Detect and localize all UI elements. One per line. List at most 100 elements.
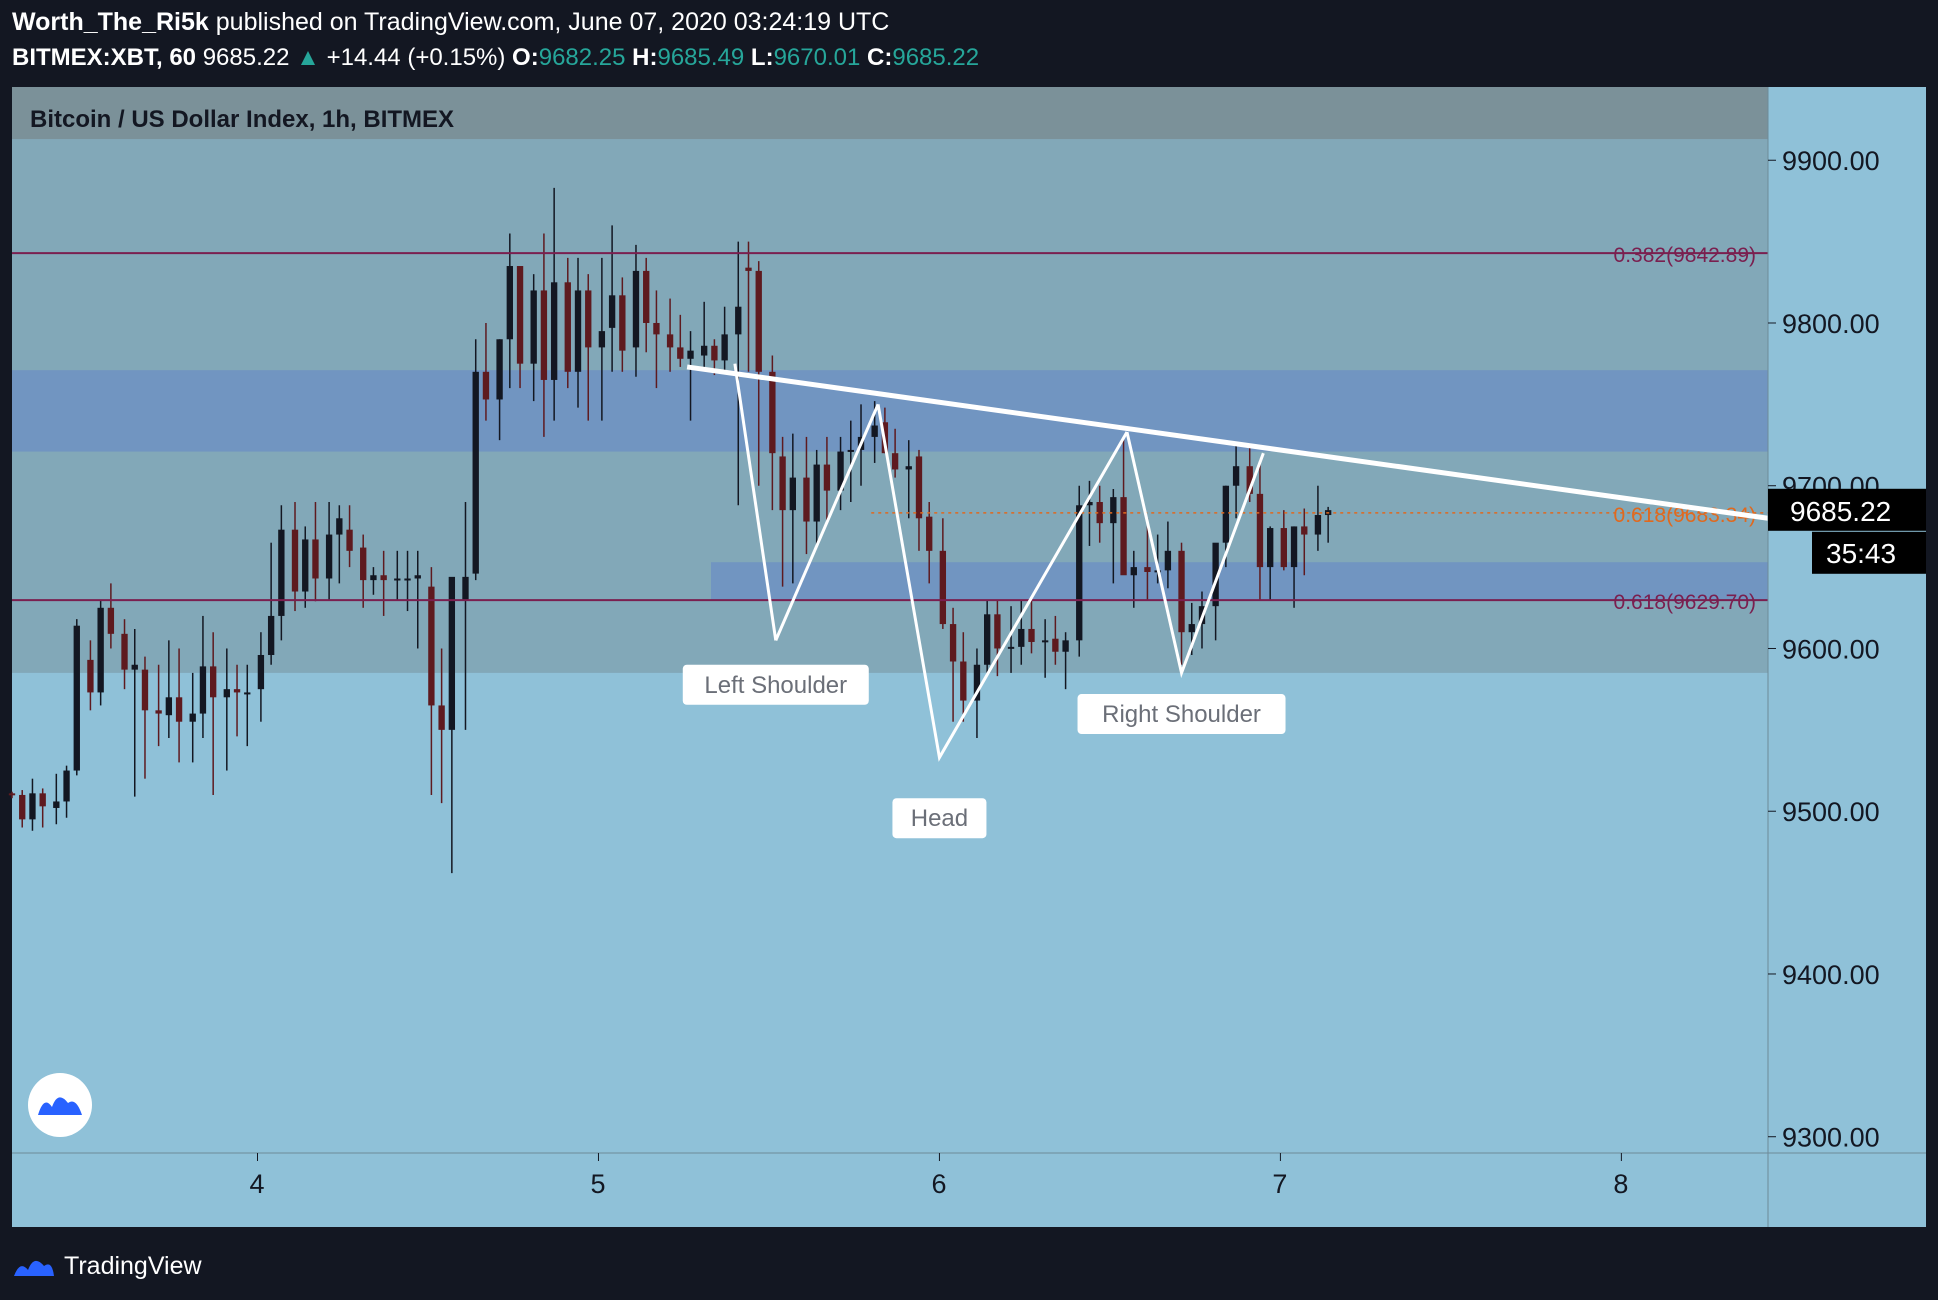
tradingview-logo-icon (14, 1260, 54, 1276)
y-tick-label: 9500.00 (1782, 797, 1880, 827)
last-price: 9685.22 (202, 44, 290, 71)
candle-body (1256, 493, 1264, 568)
y-tick-label: 9300.00 (1782, 1123, 1880, 1153)
candle-body (994, 614, 1001, 649)
candle-body (199, 666, 207, 714)
candle-body (267, 615, 275, 655)
candle-body (73, 625, 80, 771)
ohlc-bar: BITMEX:XBT, 60 9685.22 ▲ +14.44 (+0.15%)… (12, 44, 979, 72)
zones-layer (12, 87, 1769, 673)
annotation-box (892, 798, 987, 839)
candle-body (29, 793, 36, 820)
candle-body (53, 801, 60, 808)
countdown-box (1812, 531, 1926, 574)
candle-body (745, 267, 752, 271)
fib-layer: 0.382(9842.89)0.618(9683.34)0.618(9629.7… (12, 244, 1768, 614)
candle-body (472, 371, 479, 574)
pattern-layer (686, 363, 1769, 762)
author-name[interactable]: Worth_The_Ri5k (12, 8, 209, 36)
candle-body (949, 624, 957, 662)
candle-body (677, 347, 684, 359)
candle-body (1178, 550, 1185, 633)
candle-body (755, 270, 762, 372)
zone-blue-support (710, 562, 1769, 600)
candle-body (97, 607, 104, 693)
candle-body (926, 516, 933, 551)
annotation-left-shoulder[interactable]: Left Shoulder (682, 664, 869, 705)
candle-body (233, 689, 241, 693)
candle-body (871, 425, 878, 437)
candle-body (837, 451, 844, 491)
candle-body (448, 576, 456, 730)
zone-upper-band (12, 87, 1768, 140)
candle-body (608, 295, 616, 328)
candle-body (687, 350, 694, 359)
candle-body (598, 331, 606, 348)
y-tick-label: 9800.00 (1782, 309, 1880, 339)
candle-body (39, 793, 46, 807)
fib-label: 0.382(9842.89) (1614, 244, 1756, 267)
candle-body (438, 705, 445, 730)
candle-body (1041, 640, 1049, 643)
candle-body (155, 710, 162, 714)
candle-body (336, 518, 343, 535)
candle-body (585, 290, 592, 348)
candle-body (779, 456, 786, 511)
tradingview-badge[interactable] (28, 1073, 92, 1137)
candle-body (1130, 567, 1137, 576)
candle-body (1086, 502, 1093, 506)
candle-body (550, 282, 558, 380)
candle-body (370, 575, 377, 581)
cloud-icon (38, 1097, 82, 1115)
publish-text: published on TradingView.com, June 07, 2… (215, 8, 890, 36)
candle-body (8, 793, 16, 796)
annotation-label: Left Shoulder (704, 672, 847, 699)
left-shoulder-drop-line (733, 363, 778, 641)
candle-body (462, 576, 469, 600)
candle-body (1007, 646, 1015, 649)
close-label: C: (867, 44, 893, 71)
candle-body (1267, 528, 1274, 568)
candle-body (1212, 542, 1219, 607)
candle-body (1314, 515, 1322, 535)
x-tick-label: 8 (1613, 1169, 1628, 1199)
annotation-right-shoulder[interactable]: Right Shoulder (1077, 694, 1286, 735)
candle-body (823, 464, 831, 491)
candle-body (1164, 550, 1172, 571)
candle-body (789, 477, 796, 511)
time-axis: 4 5 6 7 8 (249, 1153, 1628, 1199)
candle-body (210, 666, 217, 698)
candle-body (1144, 567, 1151, 572)
candle-body (1120, 497, 1127, 576)
candle-body (19, 794, 26, 820)
annotation-head[interactable]: Head (892, 798, 987, 839)
price-change: +14.44 (+0.15%) (326, 44, 506, 71)
candle-body (939, 550, 947, 625)
candle-body (540, 290, 548, 380)
candle-body (803, 477, 810, 522)
candle-body (1290, 526, 1298, 568)
candle-body (1232, 466, 1240, 486)
candle-body (244, 692, 251, 695)
candle-body (1096, 502, 1103, 524)
candle-body (973, 664, 981, 701)
candle-body (1052, 638, 1059, 652)
last-price-label: 9685.22 (1790, 496, 1891, 527)
candle-body (574, 290, 582, 372)
price-axis: 9900.009800.009700.009600.009500.009400.… (1768, 146, 1926, 1153)
candle-body (325, 534, 333, 579)
candle-body (141, 669, 149, 711)
candle-body (346, 529, 353, 551)
x-tick-label: 6 (931, 1169, 946, 1199)
candle-body (891, 453, 899, 470)
close-value: 9685.22 (892, 44, 980, 71)
candle-body (482, 371, 490, 400)
footer-brand[interactable]: TradingView (12, 1248, 202, 1284)
candle-body (632, 270, 640, 348)
candle-body (63, 770, 70, 802)
candle-body (711, 345, 718, 361)
chart-title: Bitcoin / US Dollar Index, 1h, BITMEX (30, 106, 454, 133)
candle-body (1076, 505, 1083, 641)
candle-body (653, 322, 660, 335)
